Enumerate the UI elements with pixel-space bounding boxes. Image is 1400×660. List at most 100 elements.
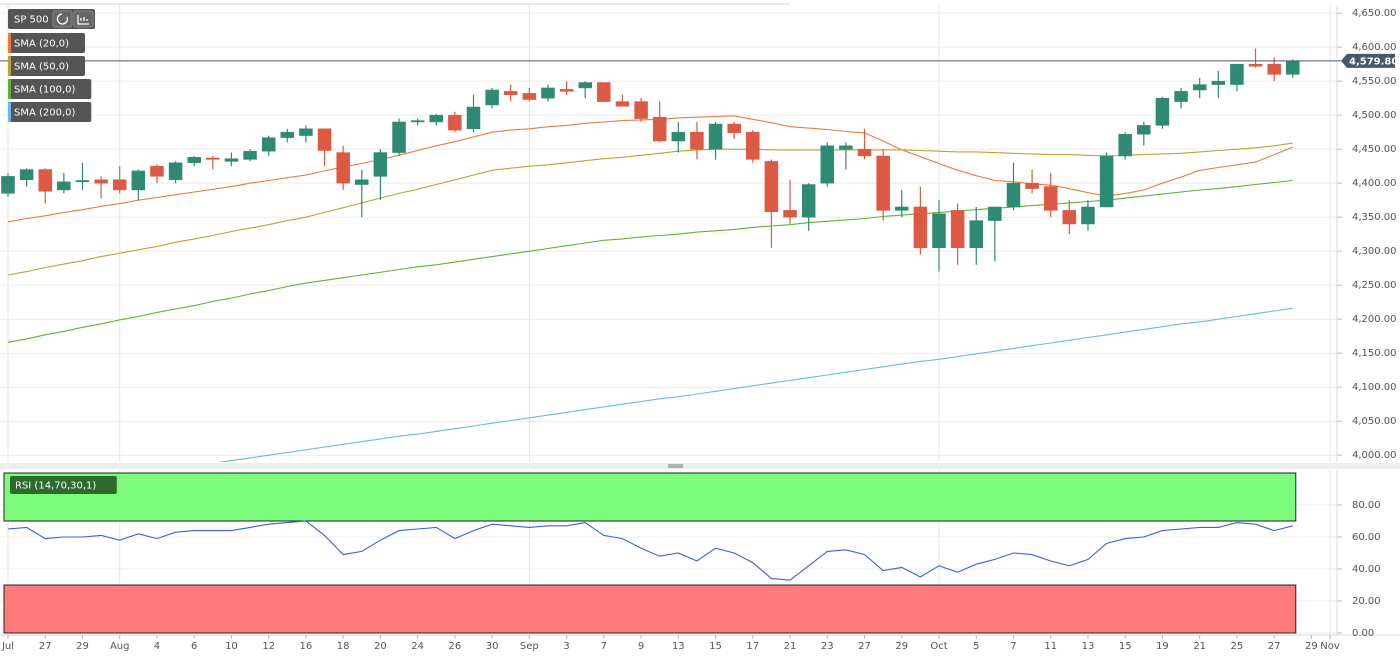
- legend-swatch: [8, 79, 11, 99]
- x-tick-label: 24: [411, 641, 424, 652]
- x-tick-label: 15: [1119, 641, 1132, 652]
- y-tick-label: 4,350.00: [1352, 212, 1397, 223]
- x-tick-label: 17: [746, 641, 759, 652]
- candle-body: [801, 184, 816, 218]
- candle-body: [783, 210, 797, 218]
- candle-body: [94, 179, 108, 184]
- legend-box: [8, 102, 92, 122]
- x-tick-label: Nov: [1320, 641, 1340, 652]
- candle-body: [671, 131, 686, 142]
- x-tick-label: Aug: [110, 641, 130, 652]
- line-series: [7, 142, 1293, 276]
- x-tick-label: 27: [858, 641, 871, 652]
- candle-body: [876, 155, 890, 211]
- candle-body: [1174, 91, 1188, 102]
- candle-body: [261, 137, 276, 152]
- grid: [0, 5, 1342, 639]
- candle-body: [1118, 133, 1132, 157]
- candle-body: [299, 128, 313, 136]
- x-tick-label: 29: [1305, 641, 1318, 652]
- y-tick-label: 20.00: [1352, 596, 1381, 607]
- candle-body: [1043, 186, 1058, 211]
- panel-divider[interactable]: [0, 463, 1400, 469]
- candle-body: [615, 101, 630, 107]
- candle-body: [168, 162, 183, 181]
- y-tick-label: 4,300.00: [1352, 246, 1397, 257]
- candle-body: [597, 82, 611, 102]
- candle-body: [634, 101, 648, 119]
- candle-body: [38, 169, 52, 192]
- candle-body: [1137, 125, 1151, 135]
- x-tick-label: Oct: [930, 641, 947, 652]
- x-tick-label: 11: [1044, 641, 1057, 652]
- x-tick-label: 7: [1010, 641, 1016, 652]
- legend-label: SMA (100,0): [14, 85, 76, 96]
- overbought-zone: [3, 472, 1297, 522]
- candle-body: [373, 152, 388, 177]
- x-tick-label: Jul: [1, 641, 14, 652]
- y-tick-label: 4,600.00: [1352, 42, 1397, 53]
- candle-body: [1267, 63, 1281, 75]
- candle-body: [392, 121, 406, 153]
- y-tick-label: 4,000.00: [1352, 450, 1397, 461]
- candle-body: [1062, 210, 1077, 225]
- candle-body: [410, 120, 425, 123]
- candle-body: [1248, 63, 1263, 67]
- candle-body: [559, 89, 574, 92]
- candle-body: [187, 157, 201, 164]
- legend-label: SMA (20,0): [14, 39, 69, 50]
- x-tick-label: 29: [76, 641, 89, 652]
- y-tick-label: 4,250.00: [1352, 280, 1397, 291]
- line-series: [218, 307, 1293, 462]
- x-tick-label: 10: [225, 641, 238, 652]
- candle-body: [150, 165, 164, 177]
- x-tick-label: 3: [563, 641, 569, 652]
- x-tick-label: 19: [1156, 641, 1169, 652]
- candle-body: [1286, 60, 1300, 75]
- x-tick-label: 30: [486, 641, 499, 652]
- candle-body: [112, 179, 127, 191]
- candle-body: [652, 116, 667, 142]
- candle-body: [932, 213, 946, 249]
- last-price-tag: [1341, 53, 1395, 68]
- candle-body: [317, 128, 332, 151]
- x-tick-label: 13: [672, 641, 685, 652]
- symbol: SP 500: [14, 15, 49, 26]
- x-tick-label: 20: [374, 641, 387, 652]
- line-series: [7, 520, 1293, 581]
- candle-body: [1081, 206, 1095, 225]
- symbol-box: [8, 9, 95, 29]
- legend-label: RSI (14,70,30,1): [15, 481, 96, 492]
- legend-label: SMA (200,0): [14, 108, 76, 119]
- y-tick-label: 4,650.00: [1352, 8, 1397, 19]
- labels: 4,000.00 4,050.00 4,100.00 4,150.00 4,200.00…: [1, 8, 1398, 652]
- refresh-button[interactable]: [52, 10, 73, 28]
- candle-body: [503, 91, 518, 96]
- y-tick-label: 4,050.00: [1352, 416, 1397, 427]
- candle-body: [541, 87, 555, 99]
- y-tick-label: 4,450.00: [1352, 144, 1397, 155]
- candle-body: [1006, 182, 1021, 208]
- candle-body: [280, 131, 295, 138]
- candle-body: [224, 158, 239, 162]
- candle-body: [131, 170, 146, 191]
- x-tick-label: 15: [709, 641, 722, 652]
- y-tick-label: 4,400.00: [1352, 178, 1397, 189]
- settings-icon: [77, 15, 89, 25]
- legend-swatch: [8, 33, 11, 53]
- candle-body: [690, 131, 704, 150]
- x-tick-label: 27: [1268, 641, 1281, 652]
- y-tick-label: 4,500.00: [1352, 110, 1397, 121]
- x-tick-label: 7: [601, 641, 607, 652]
- candle-body: [57, 181, 71, 191]
- x-tick-label: 21: [1193, 641, 1206, 652]
- x-tick-label: 13: [1082, 641, 1095, 652]
- candle-body: [1025, 182, 1039, 189]
- x-tick-label: 6: [191, 641, 197, 652]
- legend-label: SMA (50,0): [14, 62, 69, 73]
- candle-body: [485, 89, 499, 106]
- candle-body: [75, 180, 90, 183]
- y-tick-label: 4,200.00: [1352, 314, 1397, 325]
- legend: SP 500 SMA (20,0) SMA (50,0) SMA (100,0) SM…: [8, 9, 117, 494]
